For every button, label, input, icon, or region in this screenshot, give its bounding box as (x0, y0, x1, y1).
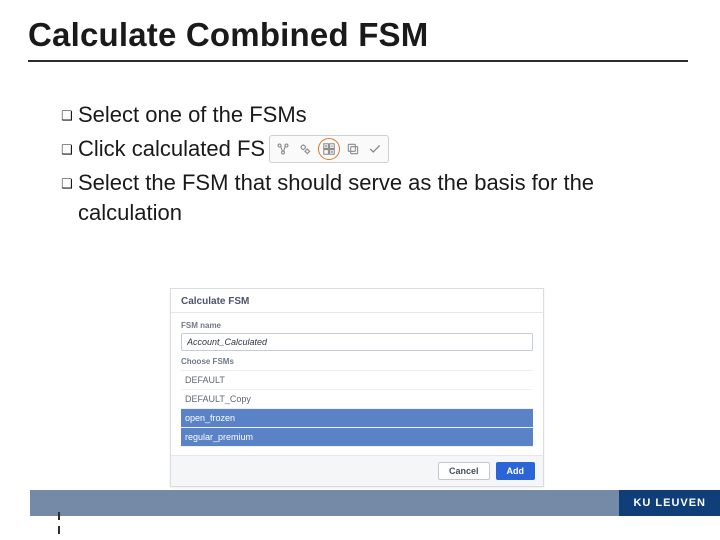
dialog-actions: Cancel Add (171, 455, 543, 486)
gears-icon[interactable] (296, 140, 314, 158)
fsm-list: DEFAULT DEFAULT_Copy open_frozen regular… (181, 370, 533, 447)
footer-ticks (58, 512, 60, 534)
footer-bar: KU LEUVEN (30, 490, 720, 516)
fsm-name-label: FSM name (181, 321, 533, 330)
slide: Calculate Combined FSM ❑ Select one of t… (0, 0, 720, 540)
bullet-text: Click calculated FS (78, 134, 656, 164)
bullet-glyph: ❑ (56, 134, 78, 159)
bullet-list: ❑ Select one of the FSMs ❑ Click calcula… (56, 100, 656, 231)
bullet-glyph: ❑ (56, 168, 78, 193)
fsm-name-input[interactable] (181, 333, 533, 351)
check-icon[interactable] (366, 140, 384, 158)
inline-toolbar (269, 135, 389, 163)
dialog-title: Calculate FSM (171, 289, 543, 313)
bullet-text-prefix: Click calculated FS (78, 136, 265, 161)
bullet-item: ❑ Select the FSM that should serve as th… (56, 168, 656, 227)
brand-badge: KU LEUVEN (619, 490, 720, 516)
add-button[interactable]: Add (496, 462, 536, 480)
bullet-text: Select one of the FSMs (78, 100, 656, 130)
bullet-text: Select the FSM that should serve as the … (78, 168, 656, 227)
calculate-fsm-dialog: Calculate FSM FSM name Choose FSMs DEFAU… (170, 288, 544, 487)
bullet-item: ❑ Select one of the FSMs (56, 100, 656, 130)
bullet-item: ❑ Click calculated FS (56, 134, 656, 164)
list-item[interactable]: DEFAULT (181, 371, 533, 390)
choose-fsms-label: Choose FSMs (181, 357, 533, 366)
cancel-button[interactable]: Cancel (438, 462, 490, 480)
copy-icon[interactable] (344, 140, 362, 158)
list-item[interactable]: open_frozen (181, 409, 533, 428)
list-item[interactable]: DEFAULT_Copy (181, 390, 533, 409)
flow-icon[interactable] (274, 140, 292, 158)
calc-icon[interactable] (318, 138, 340, 160)
slide-title: Calculate Combined FSM (28, 16, 688, 62)
dialog-body: FSM name Choose FSMs DEFAULT DEFAULT_Cop… (171, 313, 543, 455)
list-item[interactable]: regular_premium (181, 428, 533, 447)
tick-mark (58, 526, 60, 534)
tick-mark (58, 512, 60, 520)
bullet-glyph: ❑ (56, 100, 78, 125)
